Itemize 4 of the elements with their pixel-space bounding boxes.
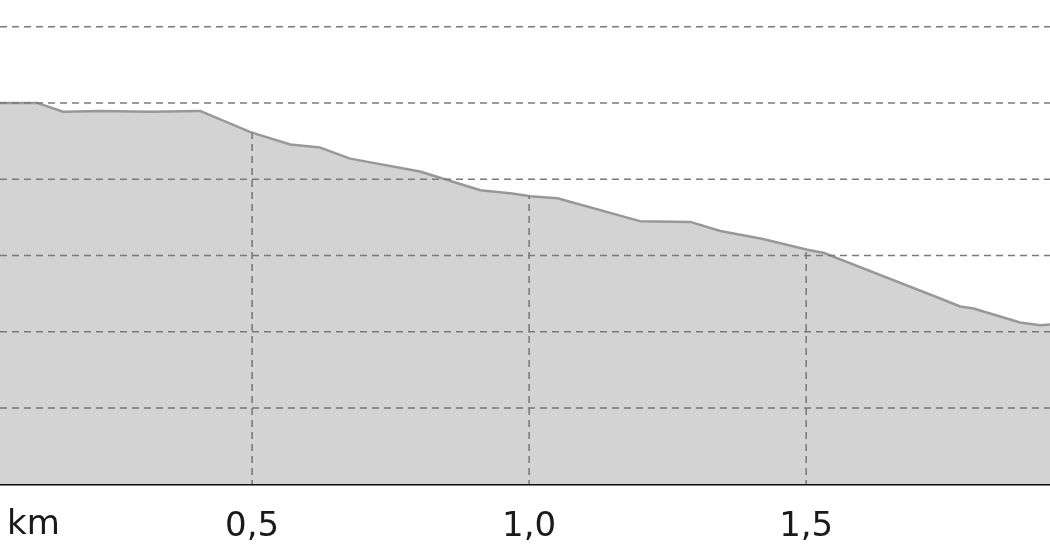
x-tick-label: 0,5 <box>225 504 280 545</box>
x-axis-title: km <box>7 502 60 543</box>
x-tick-label: 1,5 <box>779 504 834 545</box>
x-tick-label: 1,0 <box>502 504 557 545</box>
